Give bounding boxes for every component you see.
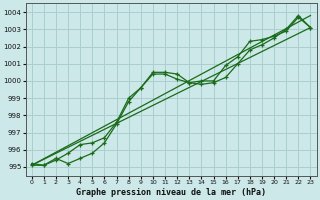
- X-axis label: Graphe pression niveau de la mer (hPa): Graphe pression niveau de la mer (hPa): [76, 188, 266, 197]
